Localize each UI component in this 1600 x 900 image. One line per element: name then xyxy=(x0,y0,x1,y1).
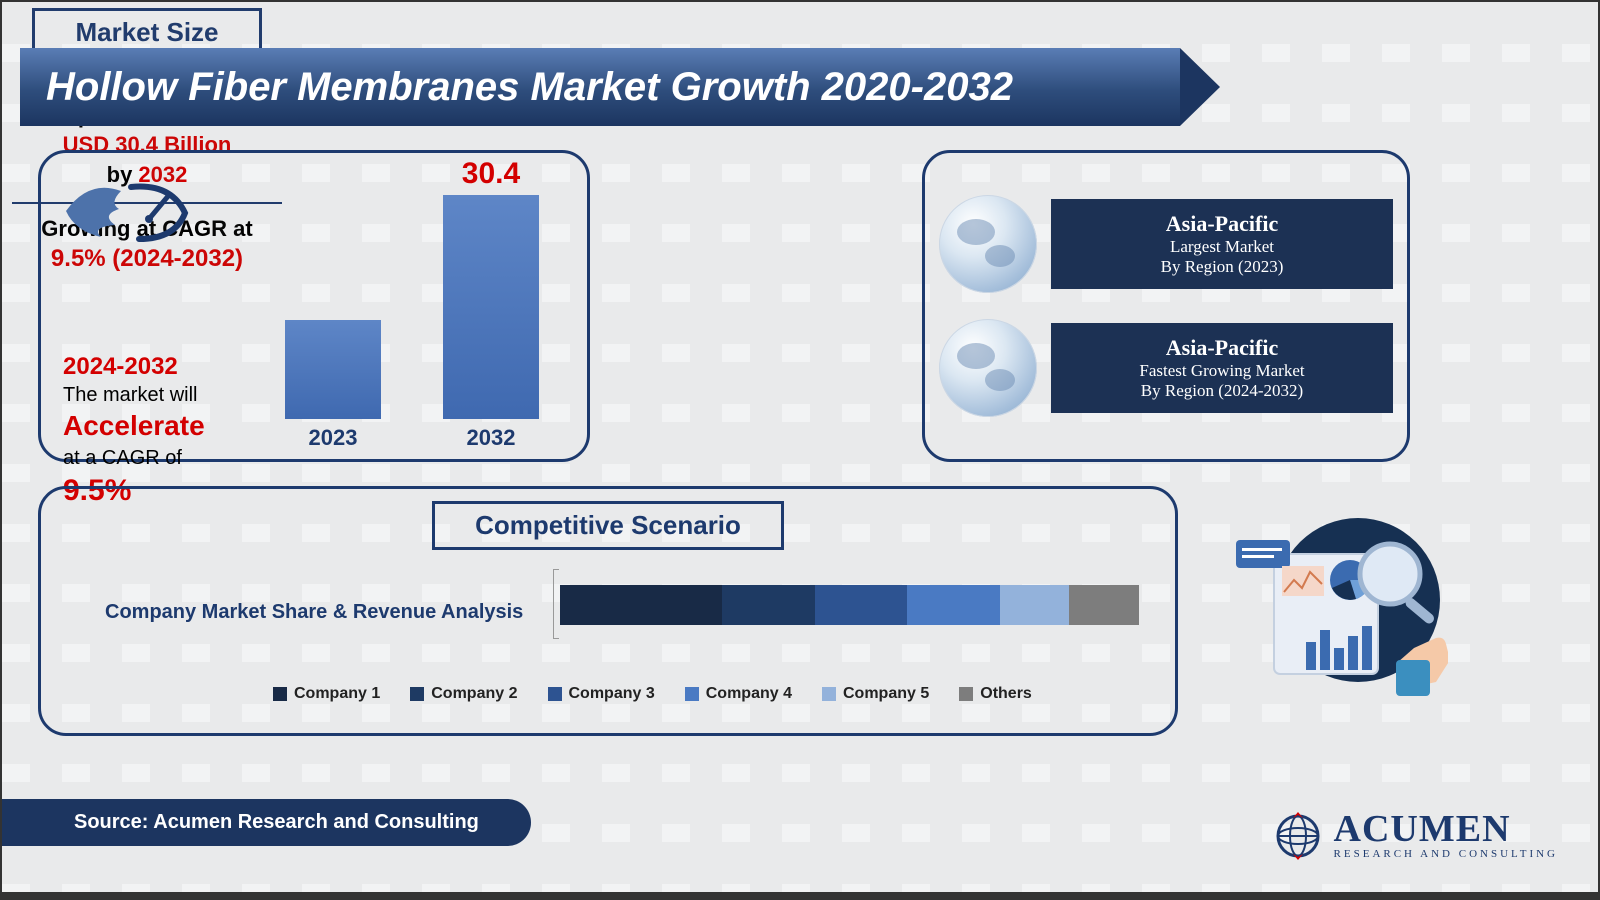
competitive-title: Competitive Scenario xyxy=(432,501,784,550)
legend-item: Company 3 xyxy=(548,685,655,703)
legend-swatch xyxy=(273,687,287,701)
legend-swatch xyxy=(548,687,562,701)
chart-bar xyxy=(443,195,539,419)
stacked-bar-axis-tick xyxy=(553,569,559,639)
falcon-icon xyxy=(61,169,191,249)
chart-bar-category-label: 2032 xyxy=(437,425,545,451)
growth-bar-chart: 2023203230.4 xyxy=(267,165,569,455)
card-competitive: Competitive Scenario Company Market Shar… xyxy=(38,486,1178,736)
accelerate-period: 2024-2032 xyxy=(63,351,263,382)
chart-bar-value-label: 30.4 xyxy=(437,157,545,191)
globe-icon xyxy=(939,319,1037,417)
region-2-sub2: By Region (2024-2032) xyxy=(1061,381,1383,401)
legend-item: Company 4 xyxy=(685,685,792,703)
stacked-bar-segment xyxy=(722,585,815,625)
acumen-logo-sub: RESEARCH AND CONSULTING xyxy=(1334,848,1558,860)
share-analysis-label: Company Market Share & Revenue Analysis xyxy=(105,601,523,624)
chart-bar-category-label: 2023 xyxy=(279,425,387,451)
region-2-sub1: Fastest Growing Market xyxy=(1061,361,1383,381)
acumen-logo-text: ACUMEN xyxy=(1334,812,1558,846)
legend-swatch xyxy=(822,687,836,701)
region-row-1: Asia-Pacific Largest Market By Region (2… xyxy=(939,195,1393,293)
region-1-sub2: By Region (2023) xyxy=(1061,257,1383,277)
stacked-bar-segment xyxy=(907,585,1000,625)
acumen-logo: ACUMEN RESEARCH AND CONSULTING xyxy=(1274,812,1558,860)
acumen-logo-text-wrap: ACUMEN RESEARCH AND CONSULTING xyxy=(1334,812,1558,860)
legend-label: Company 1 xyxy=(294,685,380,703)
accelerate-line1: The market will xyxy=(63,382,263,408)
stacked-bar-segment xyxy=(815,585,908,625)
title-banner: Hollow Fiber Membranes Market Growth 202… xyxy=(20,48,1180,126)
analytics-icon xyxy=(1218,510,1448,710)
analytics-illustration xyxy=(1218,510,1448,710)
globe-icon xyxy=(939,195,1037,293)
page-title: Hollow Fiber Membranes Market Growth 202… xyxy=(46,65,1013,110)
legend-item: Others xyxy=(959,685,1032,703)
legend-item: Company 5 xyxy=(822,685,929,703)
bottom-border-bar xyxy=(2,892,1598,898)
stacked-bar-segment xyxy=(1069,585,1138,625)
region-bar-2: Asia-Pacific Fastest Growing Market By R… xyxy=(1051,323,1393,413)
legend-swatch xyxy=(959,687,973,701)
stacked-bar-chart xyxy=(559,569,1139,639)
accelerate-word: Accelerate xyxy=(63,408,263,444)
source-pill: Source: Acumen Research and Consulting xyxy=(2,799,531,846)
stacked-bar-segment xyxy=(1000,585,1069,625)
legend-item: Company 1 xyxy=(273,685,380,703)
chart-bar xyxy=(285,320,381,419)
legend-item: Company 2 xyxy=(410,685,517,703)
accelerate-line2: at a CAGR of xyxy=(63,445,263,471)
acumen-globe-icon xyxy=(1274,812,1322,860)
competitive-legend: Company 1 Company 2 Company 3 Company 4 Comp… xyxy=(273,685,1032,703)
legend-label: Company 3 xyxy=(569,685,655,703)
region-row-2: Asia-Pacific Fastest Growing Market By R… xyxy=(939,319,1393,417)
region-1-name: Asia-Pacific xyxy=(1061,211,1383,237)
card-accelerate: 2024-2032 The market will Accelerate at … xyxy=(38,150,590,462)
legend-label: Company 5 xyxy=(843,685,929,703)
legend-label: Company 4 xyxy=(706,685,792,703)
card-regions: Asia-Pacific Largest Market By Region (2… xyxy=(922,150,1410,462)
region-bar-1: Asia-Pacific Largest Market By Region (2… xyxy=(1051,199,1393,289)
legend-label: Others xyxy=(980,685,1032,703)
stacked-bar xyxy=(560,585,1139,625)
legend-swatch xyxy=(410,687,424,701)
stacked-bar-segment xyxy=(560,585,722,625)
region-2-name: Asia-Pacific xyxy=(1061,335,1383,361)
region-1-sub1: Largest Market xyxy=(1061,237,1383,257)
legend-label: Company 2 xyxy=(431,685,517,703)
legend-swatch xyxy=(685,687,699,701)
